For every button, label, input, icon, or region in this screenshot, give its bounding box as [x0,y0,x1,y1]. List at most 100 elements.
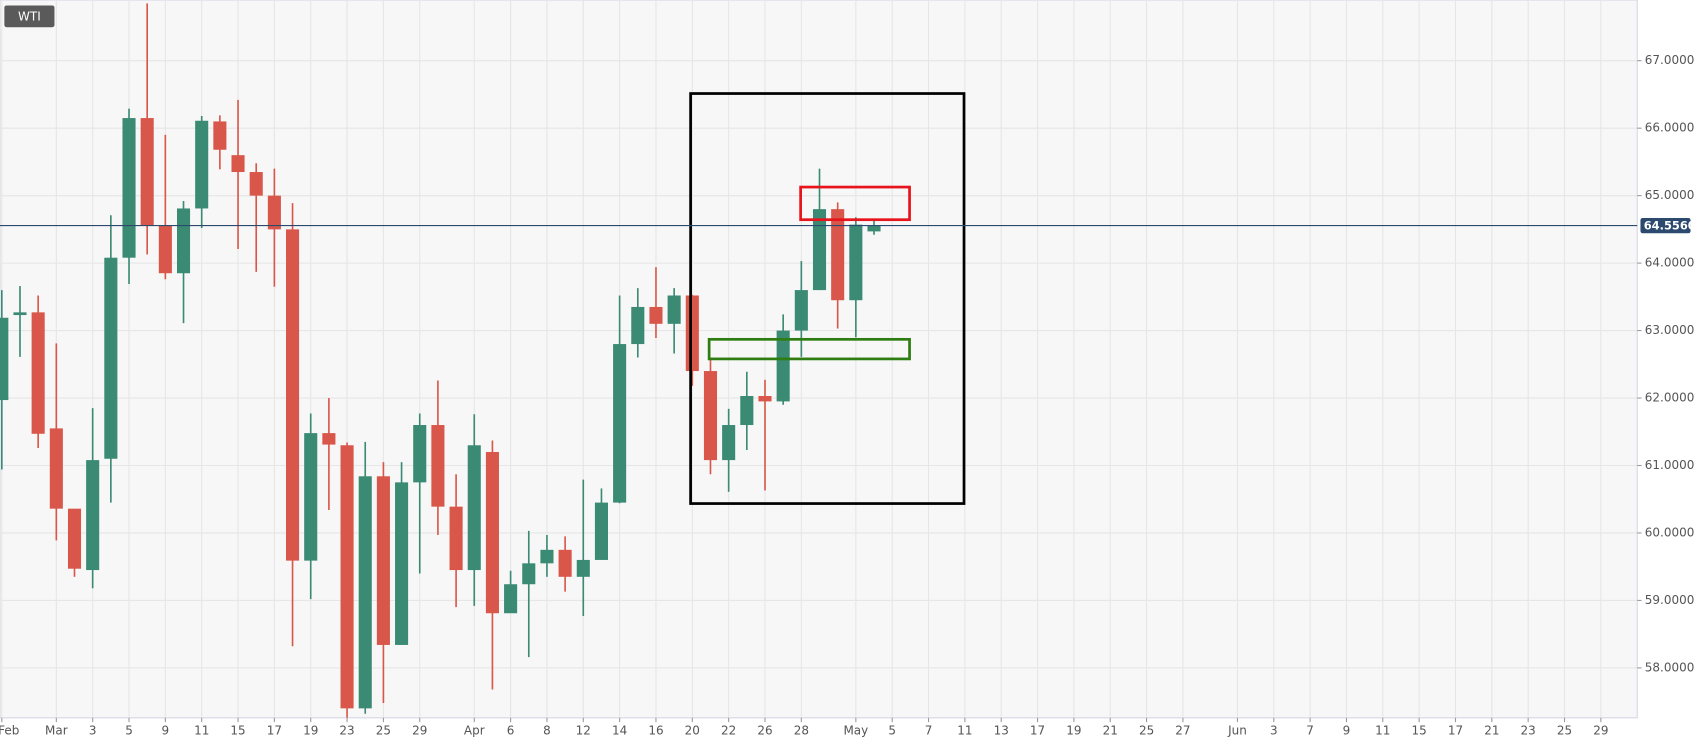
x-tick-label: 22 [721,723,736,737]
y-tick-label: 59.0000 [1645,593,1695,607]
support-box [707,337,911,361]
candle-body [231,155,245,173]
candle-body [267,195,281,230]
candle-body [867,225,881,232]
x-tick-label: 3 [89,723,97,737]
x-tick-label: Jun [1227,723,1247,737]
x-tick-label: 17 [1030,723,1045,737]
candle-body [49,428,63,509]
x-tick-label: 3 [1270,723,1278,737]
candle-body [685,295,699,372]
y-tick-label: 64.0000 [1645,256,1695,270]
y-tick-label: 58.0000 [1645,660,1695,674]
x-tick-label: Apr [464,723,485,737]
candle-body [195,120,209,209]
candle-body [631,306,645,345]
x-tick-label: 6 [507,723,515,737]
x-tick-label: 25 [1557,723,1572,737]
candle-body [558,549,572,577]
candle-body [176,208,191,274]
x-tick-label: 26 [757,723,772,737]
x-tick-label: 21 [1103,723,1118,737]
candle-body [467,445,481,571]
candle-body [449,506,463,571]
x-tick-label: 11 [1375,723,1390,737]
candle-body [740,396,754,426]
x-tick-label: 21 [1484,723,1499,737]
candle-body [140,118,154,227]
candle-body [576,559,590,577]
x-tick-label: 25 [1139,723,1154,737]
x-tick-label: 15 [1412,723,1427,737]
y-tick-label: 67.0000 [1645,53,1695,67]
x-tick-label: Feb [0,723,19,737]
candle-body [831,209,845,301]
x-tick-label: 8 [543,723,551,737]
x-tick-label: 28 [794,723,809,737]
y-tick-label: 60.0000 [1645,525,1695,539]
candle-body [31,312,45,434]
candle-body [613,344,627,503]
annotation-box [689,92,966,505]
x-tick-label: 12 [576,723,591,737]
x-tick-label: 29 [412,723,427,737]
x-tick-label: 17 [267,723,282,737]
candle-body [86,460,100,571]
x-tick-label: 7 [1306,723,1314,737]
x-tick-label: 23 [1521,723,1536,737]
candle-body [758,396,772,402]
x-tick-label: 20 [685,723,700,737]
candle-body [540,549,554,564]
x-tick-label: 25 [376,723,391,737]
x-tick-label: 23 [339,723,354,737]
candle-body [413,425,427,483]
x-tick-label: 11 [957,723,972,737]
y-tick-label: 66.0000 [1645,121,1695,135]
candles [0,3,881,718]
x-tick-label: 13 [994,723,1009,737]
x-tick-label: 15 [230,723,245,737]
candle-body [213,121,227,150]
candle-body [522,563,536,585]
candle-body [358,476,372,709]
x-tick-label: 19 [303,723,318,737]
candle-body [249,172,263,196]
x-tick-label: 19 [1066,723,1081,737]
x-tick-label: 9 [1343,723,1351,737]
candle-body [849,224,863,301]
x-tick-label: 27 [1175,723,1190,737]
x-tick-label: 7 [925,723,933,737]
x-tick-label: 5 [125,723,133,737]
candle-body [322,433,336,445]
x-tick-label: 17 [1448,723,1463,737]
x-tick-label: Mar [45,723,68,737]
y-tick-label: 65.0000 [1645,188,1695,202]
candle-body [13,312,27,316]
candle-body [485,452,499,614]
candle-body [649,306,663,324]
candle-body [158,226,172,274]
candle-body [395,482,409,645]
candle-body [67,508,82,569]
candle-body [812,209,827,291]
x-tick-label: 16 [648,723,663,737]
candle-body [594,502,608,560]
candle-body [794,290,808,331]
x-tick-label: 9 [162,723,170,737]
x-tick-label: 14 [612,723,627,737]
y-tick-label: 61.0000 [1645,458,1695,472]
candle-body [667,295,681,324]
candle-body [431,425,445,507]
symbol-badge [4,5,55,28]
candle-body [286,229,300,561]
candle-body [376,476,390,645]
candle-body [304,433,318,561]
candle-body [703,371,718,461]
candle-body [722,425,736,461]
y-tick-label: 62.0000 [1645,391,1695,405]
x-tick-label: 11 [194,723,209,737]
candle-body [776,330,790,402]
candle-body [340,445,354,709]
